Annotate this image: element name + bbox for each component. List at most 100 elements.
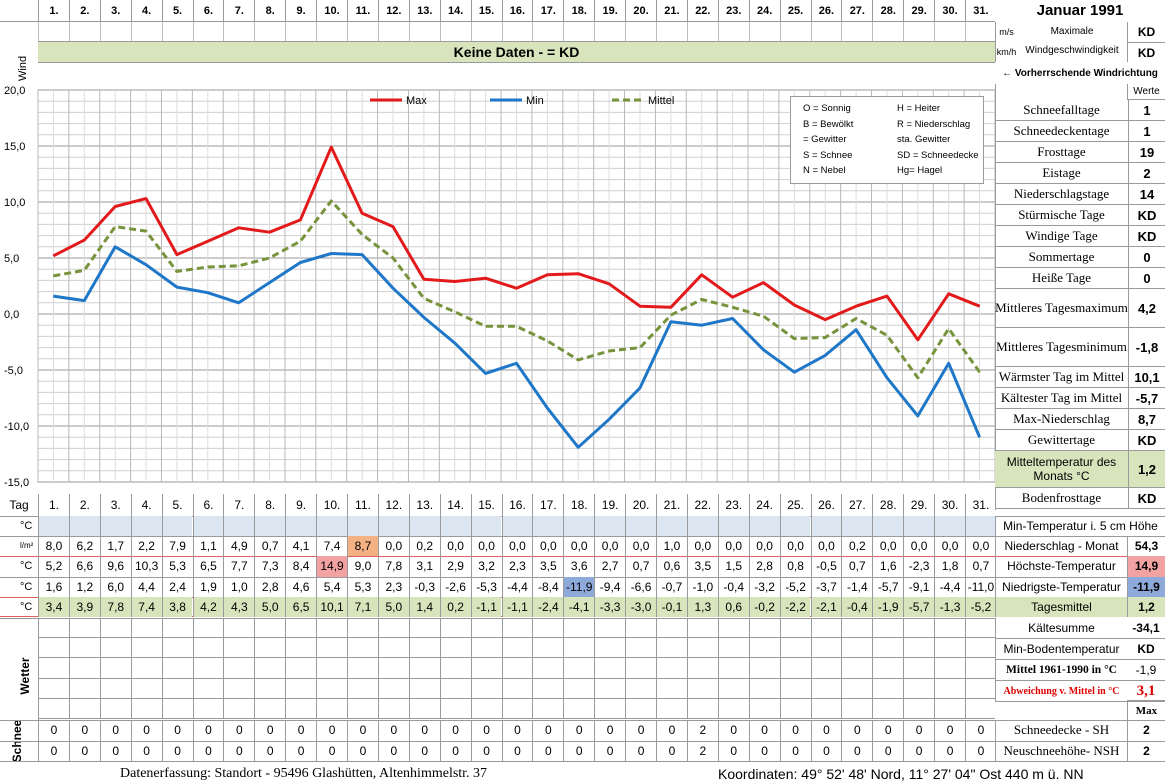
data-point-min <box>454 342 456 344</box>
table-cell: 2,7 <box>594 556 625 577</box>
data-point-mittel <box>176 270 178 272</box>
snow-cell: 0 <box>872 720 903 741</box>
data-point-max <box>577 273 579 275</box>
y-tick-label: 10,0 <box>4 197 25 209</box>
table-cell <box>223 516 255 537</box>
wind-cell <box>285 22 316 41</box>
table-cell <box>470 516 502 537</box>
wetter-col <box>99 618 131 719</box>
wind-cell <box>223 22 254 41</box>
table-cell: -1,0 <box>686 576 718 597</box>
table-cell: -0,4 <box>717 576 749 597</box>
wind-cell <box>841 22 872 41</box>
footer-left: Datenerfassung: Standort - 95496 Glashüt… <box>120 766 488 781</box>
table-cell: 5,3 <box>161 556 193 577</box>
table-cell: 3,2 <box>470 556 502 577</box>
stat-row: Windige Tage KD <box>995 226 1165 247</box>
data-point-max <box>546 274 548 276</box>
snow-cell: 0 <box>285 740 316 761</box>
stat-row: Wärmster Tag im Mittel 10,1 <box>995 367 1165 388</box>
stat-value: 1,2 <box>1128 451 1165 487</box>
wetter-col <box>934 618 965 719</box>
stat-value: 8,7 <box>1128 409 1165 429</box>
snow-cell: 2 <box>686 720 718 741</box>
row-unit: °C <box>20 520 33 532</box>
table-row <box>0 556 1165 576</box>
stat-row: Niederschlagstage 14 <box>995 184 1165 205</box>
table-cell: -2,4 <box>532 596 564 617</box>
wind-cell <box>316 22 347 41</box>
data-point-min <box>917 415 919 417</box>
wind-cell <box>594 22 625 41</box>
table-cell: 0,0 <box>501 536 533 557</box>
data-point-max <box>793 304 795 306</box>
extra-label: Mittel 1961-1990 in °C <box>995 660 1127 681</box>
table-cell: -5,7 <box>872 576 903 597</box>
snow-cell: 0 <box>223 740 254 761</box>
snow-cell: 0 <box>841 720 872 741</box>
data-point-mittel <box>423 297 425 299</box>
wind-cell <box>965 22 996 41</box>
table-cell: 5,0 <box>254 596 286 617</box>
table-cell <box>810 516 842 537</box>
data-point-mittel <box>886 334 888 336</box>
wind-max-label: Maximale Windgeschwindigkeit <box>1025 26 1119 56</box>
snow-cell: 0 <box>38 720 69 741</box>
snow-cell: 0 <box>965 740 996 761</box>
table-cell: 0,2 <box>439 596 471 617</box>
snow-cell: 0 <box>377 740 409 761</box>
code-right: SD = Schneedecke <box>897 149 979 161</box>
snow-cell: 0 <box>408 740 440 761</box>
header-day: 18. <box>563 0 594 22</box>
y-tick-label: -15,0 <box>4 477 29 489</box>
wetter-row <box>38 618 995 639</box>
data-point-mittel <box>516 325 517 327</box>
data-point-min <box>485 372 487 374</box>
table-cell: -0,2 <box>748 596 780 617</box>
stat-value: 0 <box>1128 268 1165 288</box>
snow-max: 2 <box>1127 740 1165 761</box>
table-day: 26. <box>810 494 842 516</box>
table-cell: 9,6 <box>99 556 131 577</box>
y-tick-label: -10,0 <box>4 421 29 433</box>
stat-row: Frosttage 19 <box>995 142 1165 163</box>
row-label: Niederschlag - Monat <box>995 536 1127 557</box>
table-cell <box>38 516 69 537</box>
data-point-mittel <box>361 233 363 235</box>
table-cell: 2,4 <box>161 576 193 597</box>
header-day: 12. <box>377 0 409 22</box>
data-point-max <box>948 293 950 295</box>
table-cell: 6,6 <box>68 556 100 577</box>
extra-value: -1,9 <box>1127 660 1165 681</box>
wind-cell <box>532 22 563 41</box>
row-label: Min-Temperatur i. 5 cm Höhe <box>995 516 1165 537</box>
header-day: 26. <box>810 0 842 22</box>
legend-label-min: Min <box>526 95 544 107</box>
header-day: 20. <box>625 0 656 22</box>
stat-label: Heiße Tage <box>1031 270 1092 285</box>
snow-cell: 0 <box>285 720 316 741</box>
table-cell <box>285 516 317 537</box>
table-cell: 4,2 <box>192 596 224 617</box>
table-day: 16. <box>501 494 533 516</box>
wetter-row <box>38 699 995 719</box>
data-point-mittel <box>145 230 147 232</box>
data-point-mittel <box>639 347 641 349</box>
data-point-min <box>701 324 703 326</box>
table-cell: 0,0 <box>872 536 903 557</box>
stat-value: KD <box>1128 226 1165 246</box>
data-point-max <box>639 305 641 307</box>
data-point-max <box>361 212 363 214</box>
stat-label: Gewittertage <box>1027 432 1096 447</box>
snow-cell: 0 <box>717 740 749 761</box>
snow-cell: 0 <box>99 720 131 741</box>
snow-cell: 0 <box>501 720 533 741</box>
row-total: -11,9 <box>1127 576 1165 597</box>
table-cell: -11,9 <box>563 576 595 597</box>
code-right: H = Heiter <box>897 103 941 114</box>
wind-cell <box>748 22 780 41</box>
data-point-max <box>670 306 672 308</box>
stat-label: Eistage <box>1042 165 1081 180</box>
snow-cell: 0 <box>779 720 811 741</box>
table-cell: 2,8 <box>254 576 285 597</box>
